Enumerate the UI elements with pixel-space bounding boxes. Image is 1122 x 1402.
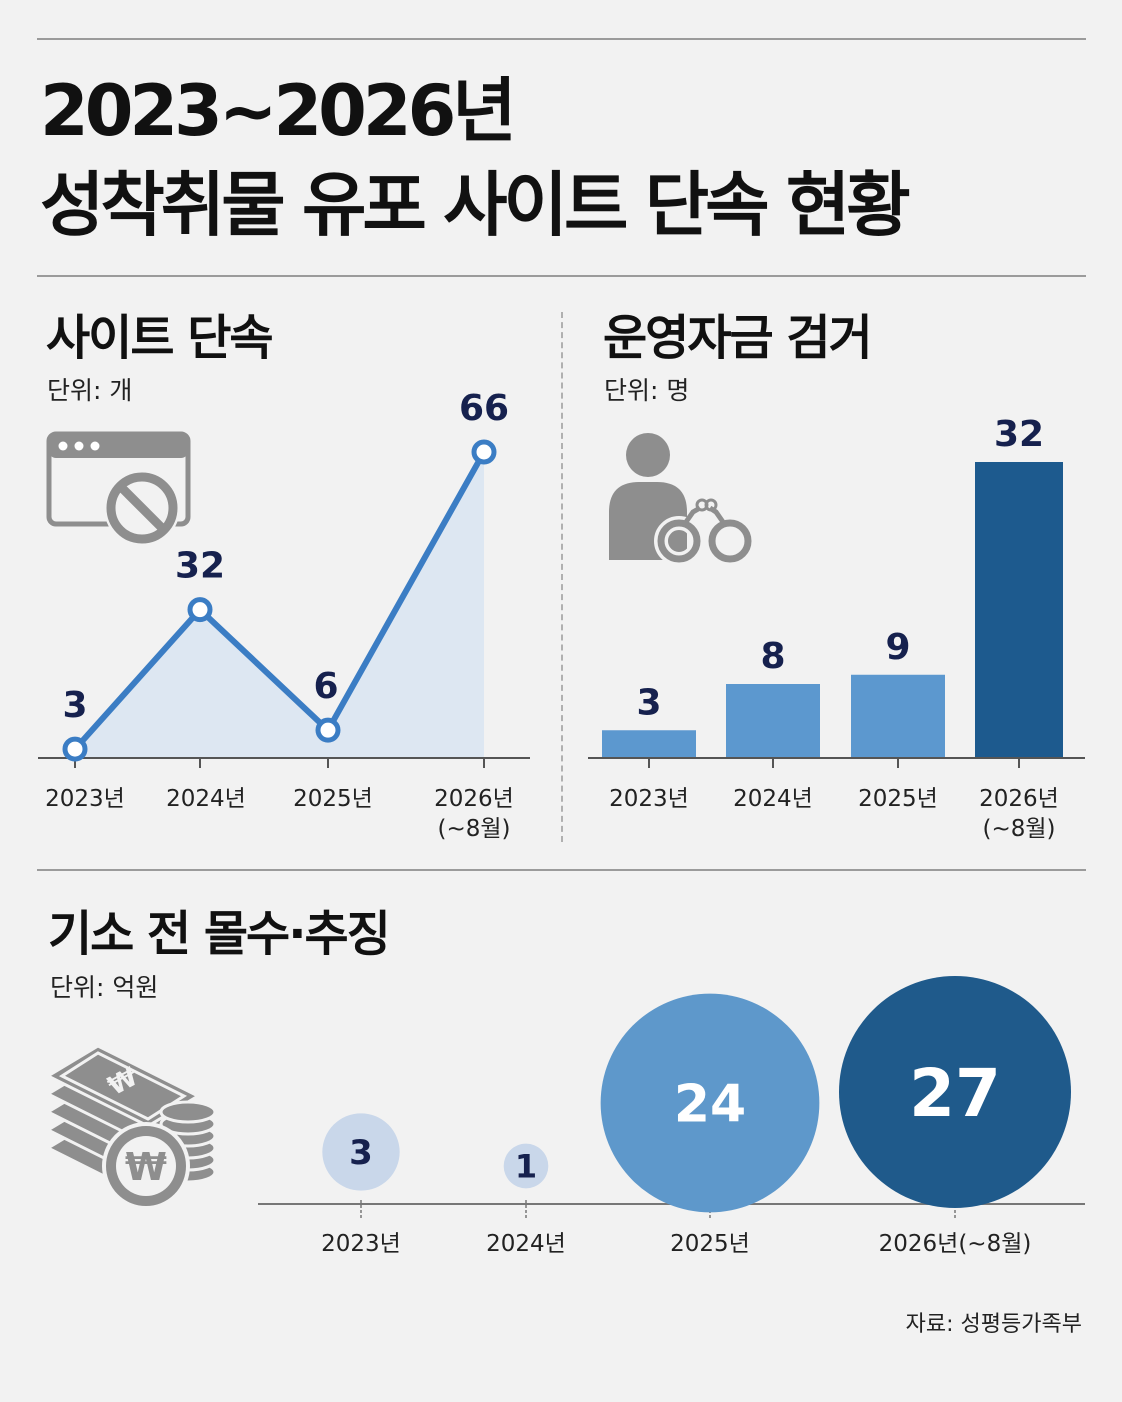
page-title-line2: 성착취물 유포 사이트 단속 현황 [40,164,911,246]
bubble-category-label: 2024년 [486,1231,566,1257]
line-category-label: 2026년 (~8월) [434,786,514,842]
line-category-label: 2023년 [45,786,125,812]
bubble-value-label: 24 [674,1075,746,1135]
arrests-panel-title: 운영자금 검거 [603,310,873,366]
bubble-value-label: 3 [349,1133,373,1173]
person-handcuffs-icon [609,433,755,566]
bar-category-label: 2025년 [858,786,938,812]
bubble [322,1113,400,1191]
panel-divider [561,312,563,842]
middle-rule [37,869,1086,871]
line-category-label-line: 2026년 [434,786,514,812]
seizure-unit-label: 단위: 억원 [50,973,159,1002]
line-value-label: 32 [175,546,225,587]
line-point [187,597,213,623]
title-bottom-rule [37,275,1086,277]
line-area [75,452,484,758]
seizure-panel-title: 기소 전 몰수·추징 [48,906,391,962]
bar [726,684,820,758]
bar-value-label: 8 [760,636,785,677]
bubble-category-label: 2025년 [670,1231,750,1257]
line-value-label: 3 [62,685,87,726]
line-category-label: 2025년 [293,786,373,812]
line-point [471,439,497,465]
bar-value-label: 32 [994,414,1044,455]
bubble-category-label: 2026년(~8월) [879,1231,1032,1257]
bar [975,462,1063,758]
bar [602,730,696,758]
bar [851,674,945,758]
line-point [62,736,88,762]
browser-blocked-icon [46,431,191,546]
seizure-bubble-chart: 3 2023년 1 2024년 24 2025년 27 2026년(~8월) [258,976,1085,1257]
bar-category-label: 2024년 [733,786,813,812]
sites-panel-title: 사이트 단속 [46,310,274,366]
top-rule [37,38,1086,40]
bar-category-label-line: (~8월) [982,816,1055,842]
bubble [503,1143,549,1189]
bubble [600,993,820,1213]
bubble-value-label: 27 [909,1055,1001,1132]
line-category-label: 2024년 [166,786,246,812]
bar-category-label: 2026년 (~8월) [979,786,1059,842]
line-category-label-line: (~8월) [437,816,510,842]
page-title-line1: 2023~2026년 [40,70,517,152]
sites-line-chart: 3 2023년 32 2024년 6 2025년 66 2026년 (~8월) [38,388,530,842]
arrests-bar-chart: 3 2023년 8 2024년 9 2025년 32 2026년 (~8월) [588,414,1085,842]
sites-unit-label: 단위: 개 [47,376,133,405]
bar-value-label: 3 [636,682,661,723]
bubble-value-label: 1 [515,1148,537,1186]
line-point [315,717,341,743]
line-value-label: 66 [459,388,509,429]
money-stack-coins-icon: ₩ ₩ [44,1044,217,1210]
arrests-unit-label: 단위: 명 [604,376,690,405]
bar-category-label-line: 2026년 [979,786,1059,812]
bar-category-label: 2023년 [609,786,689,812]
bubble-category-label: 2023년 [321,1231,401,1257]
line-value-label: 6 [313,666,338,707]
source-note: 자료: 성평등가족부 [905,1312,1082,1337]
bubble [839,976,1071,1208]
svg-text:₩: ₩ [125,1145,167,1189]
line-series [72,450,487,752]
bar-value-label: 9 [885,627,910,668]
